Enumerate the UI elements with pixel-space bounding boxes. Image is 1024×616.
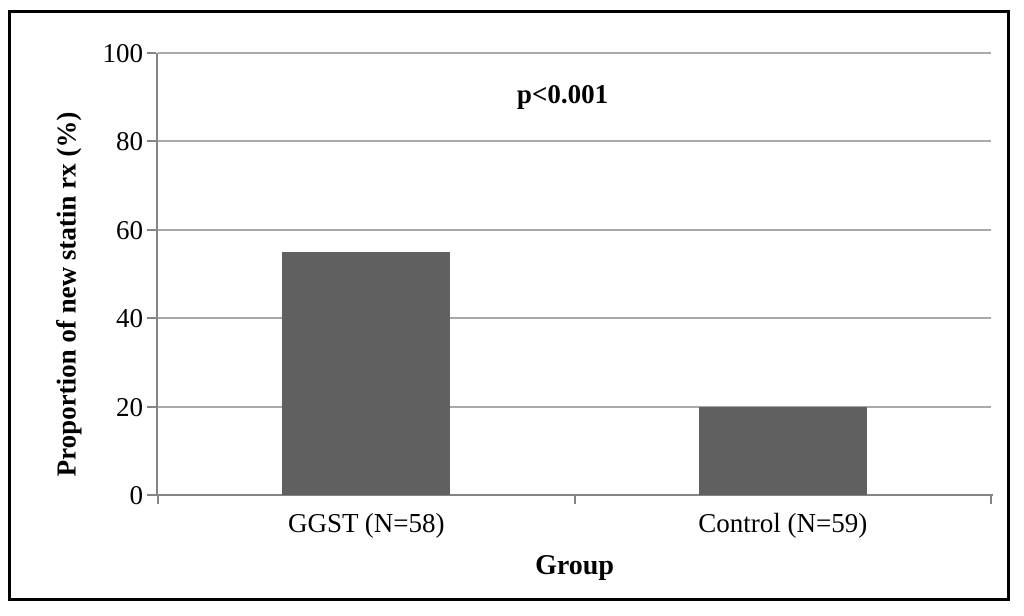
y-axis-tick-0 [147,494,156,496]
y-axis-tick-60 [147,228,156,231]
plot-area: p<0.001 0 20 40 60 80 100 GGST (N=58) Control (… [103,38,993,538]
chart-frame: Proportion of new statin rx (%) p<0.001 … [8,10,1010,601]
y-axis-title: Proportion of new statin rx (%) [51,111,82,477]
gridline-100 [158,52,991,54]
gridline-40 [158,317,991,320]
y-tick-label-60: 60 [116,214,143,245]
bar-2 [698,406,867,495]
y-axis-tick-40 [147,317,156,320]
y-tick-label-80: 80 [116,126,143,157]
bar-1 [282,251,451,495]
y-tick-label-20: 20 [116,391,143,422]
y-tick-label-0: 0 [129,480,144,510]
x-category-label-2: Control (N=59) [698,508,868,538]
y-tick-label-100: 100 [102,38,144,68]
x-axis-tick-2 [990,495,992,504]
y-axis-tick-100 [147,52,156,54]
y-axis-line [156,53,158,495]
y-axis-tick-20 [147,405,156,408]
x-axis-title: Group [535,550,614,581]
y-tick-label-40: 40 [116,303,143,334]
x-axis-tick-1 [573,495,576,504]
x-category-label-1: GGST (N=58) [288,508,445,538]
gridline-60 [158,228,991,231]
x-axis-tick-0 [157,495,159,504]
y-axis-tick-80 [147,140,156,143]
gridline-20 [158,405,991,408]
p-value-annotation: p<0.001 [516,79,609,109]
gridline-80 [158,140,991,143]
